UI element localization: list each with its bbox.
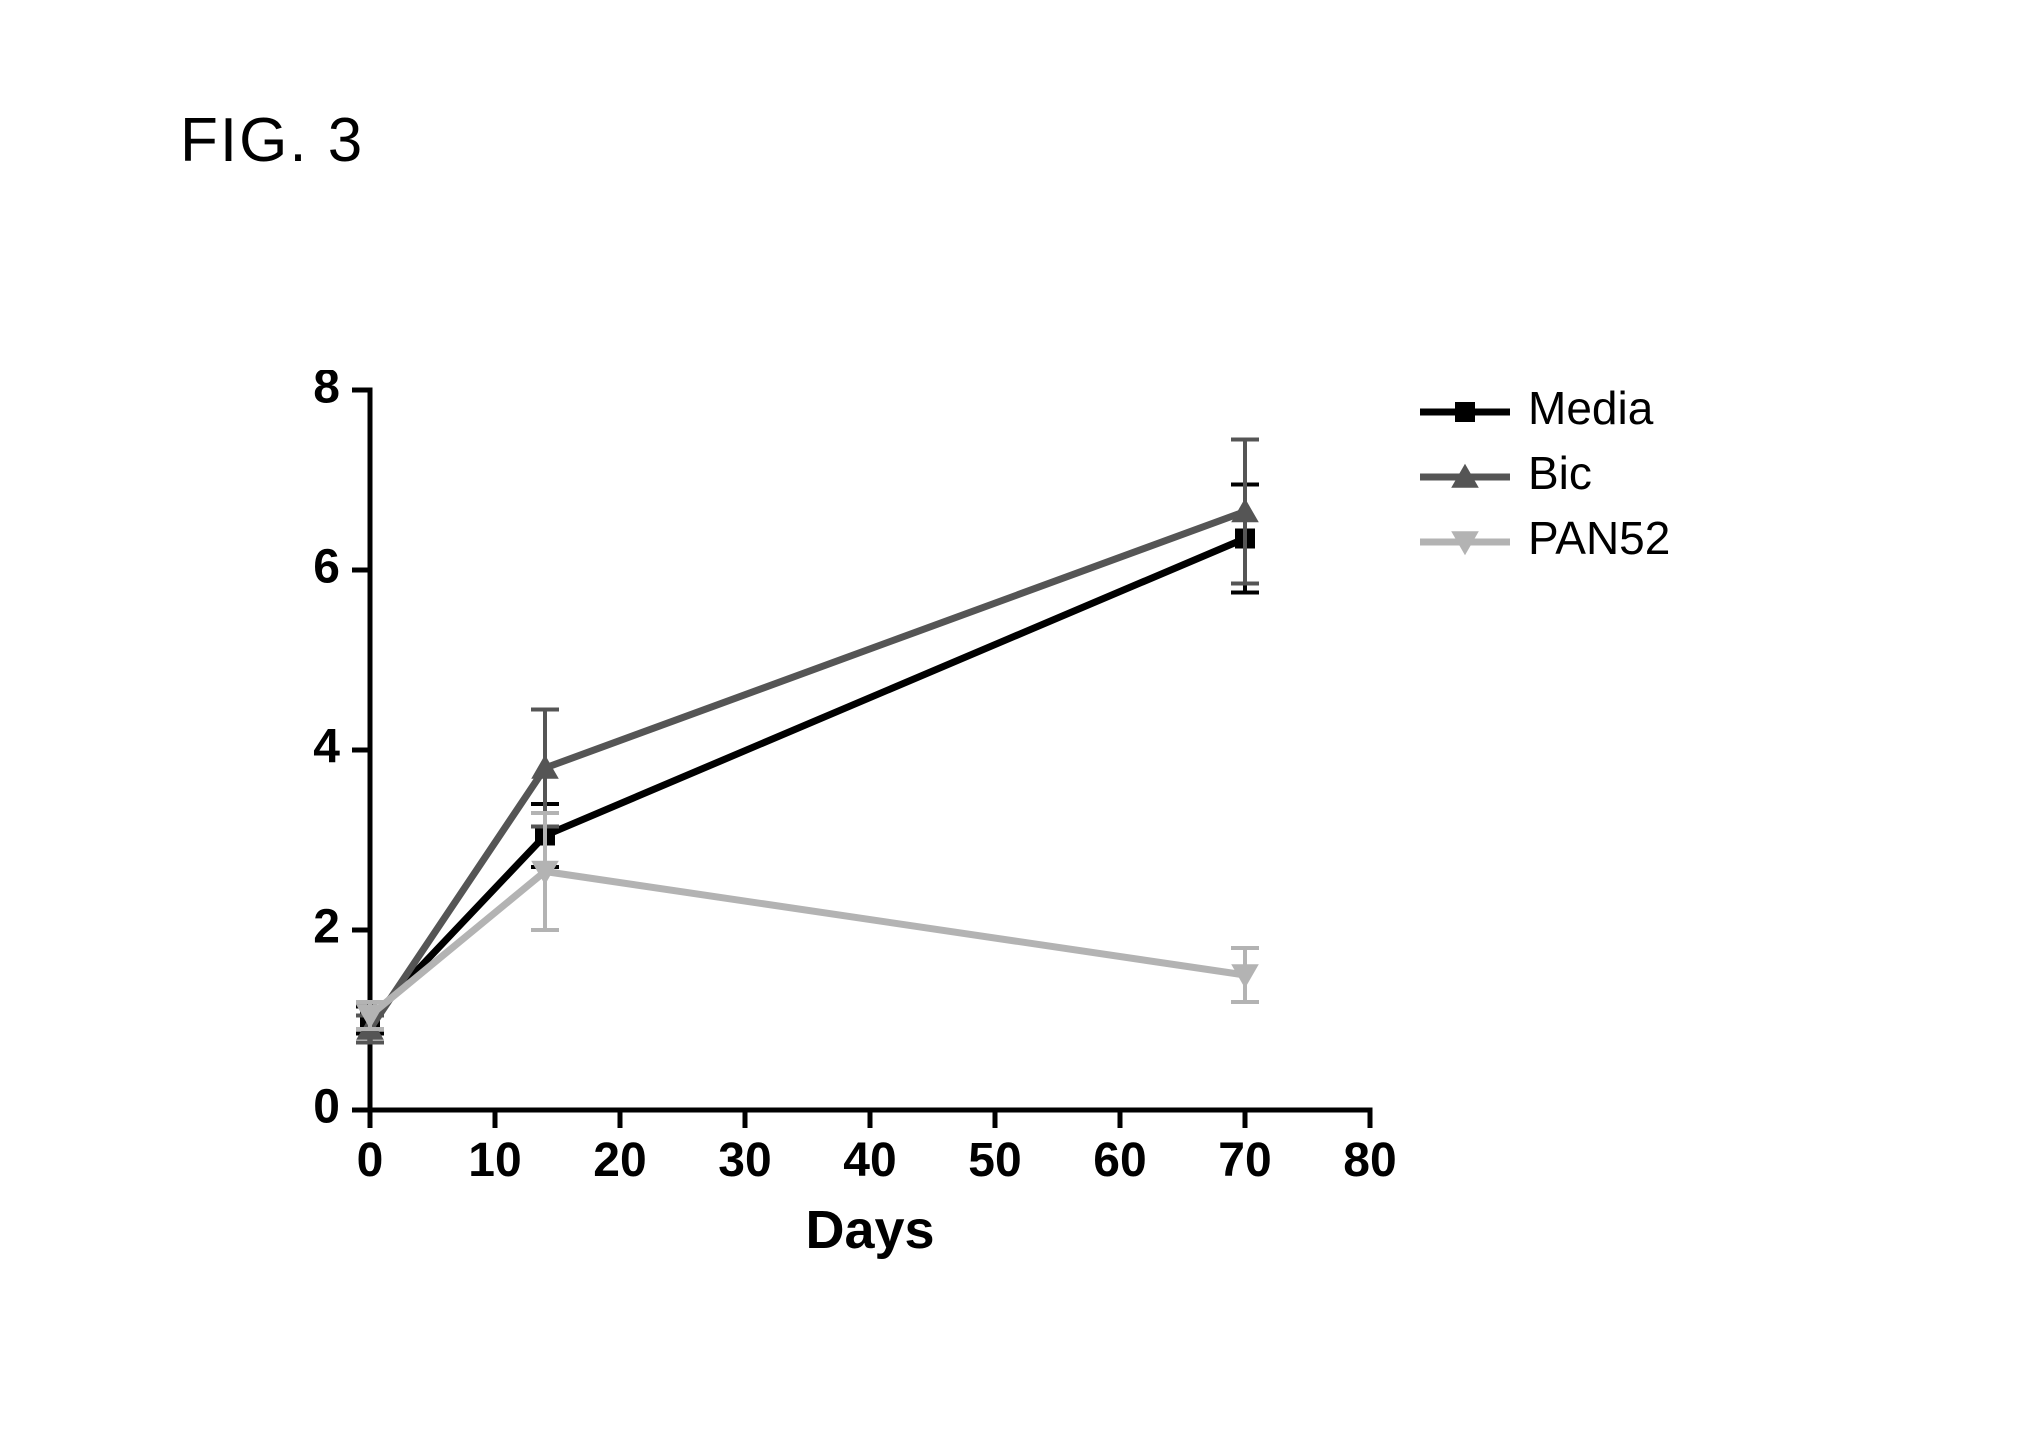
x-tick-label: 10: [468, 1134, 521, 1187]
series-line: [370, 539, 1245, 1021]
figure-title: FIG. 3: [180, 105, 364, 176]
legend-label: Media: [1528, 382, 1654, 434]
line-chart: 0246801020304050607080DaysMediaBicPAN52: [260, 370, 1760, 1270]
y-tick-label: 8: [313, 370, 340, 414]
x-axis-label: Days: [805, 1200, 934, 1260]
marker-square: [1455, 402, 1475, 422]
x-tick-label: 40: [843, 1134, 896, 1187]
marker-triangle-up: [1231, 498, 1259, 522]
x-tick-label: 20: [593, 1134, 646, 1187]
y-tick-label: 0: [313, 1081, 340, 1134]
y-tick-label: 4: [313, 721, 340, 774]
series-line: [370, 872, 1245, 1016]
legend-label: Bic: [1528, 447, 1592, 499]
legend: Media Bic PAN52: [1420, 382, 1670, 564]
x-tick-label: 70: [1218, 1134, 1271, 1187]
series-media: [356, 485, 1259, 1034]
legend-label: PAN52: [1528, 512, 1670, 564]
series-line: [370, 512, 1245, 1030]
x-tick-label: 30: [718, 1134, 771, 1187]
x-tick-label: 80: [1343, 1134, 1396, 1187]
x-tick-label: 0: [357, 1134, 384, 1187]
x-tick-label: 50: [968, 1134, 1021, 1187]
x-tick-label: 60: [1093, 1134, 1146, 1187]
y-tick-label: 6: [313, 541, 340, 594]
y-tick-label: 2: [313, 901, 340, 954]
series-bic: [356, 440, 1259, 1043]
